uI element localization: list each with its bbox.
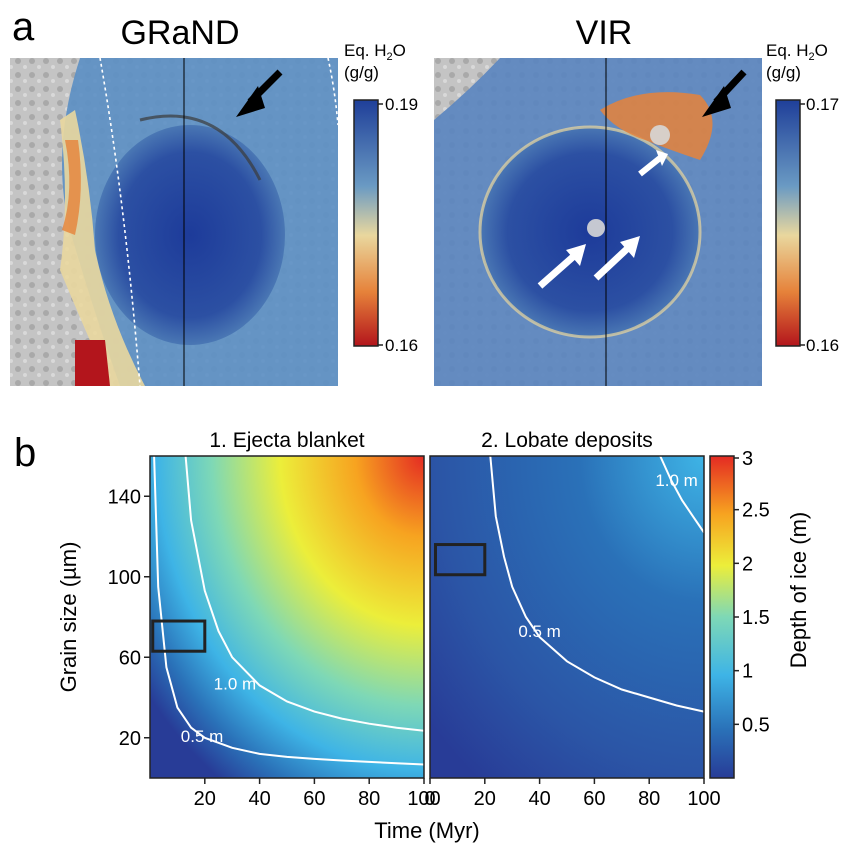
ejecta-blanket-box [151, 619, 207, 653]
vir-colorbar: Eq. H2O (g/g) 0.17 0.16 [766, 41, 839, 355]
white-arrow-icon [537, 244, 586, 289]
ejecta-blanket-contour-0 [153, 455, 425, 766]
ejecta-blanket-y-tick-label: 140 [108, 486, 141, 508]
grand-colorbar-max: 0.19 [385, 95, 418, 114]
grand-colorbar-label: Eq. H2O [344, 41, 406, 63]
lobate-deposits-contour-1 [659, 455, 705, 534]
ejecta-blanket-y-tick-label: 60 [119, 647, 141, 669]
grand-map [10, 57, 339, 387]
grand-colorbar: Eq. H2O (g/g) 0.19 0.16 [344, 41, 418, 355]
black-arrow-icon [236, 69, 283, 117]
ejecta-blanket-x-tick-label: 100 [407, 788, 440, 810]
time-axis-label: Time (Myr) [374, 818, 480, 843]
ejecta-blanket-y-tick-label: 20 [119, 728, 141, 750]
lobate-deposits-x-tick-label: 60 [583, 788, 605, 810]
grand-colorbar-bar [353, 99, 379, 347]
ejecta-blanket-box-group [151, 619, 207, 653]
lobate-deposits-contour-0 [489, 455, 705, 713]
ejecta-blanket-x-tick-label: 80 [358, 788, 380, 810]
ejecta-blanket-plot: 0.5 m 1.0 m 20 40 60 80 100 20 60 100 140 1. Eje… [56, 429, 441, 810]
grand-map-orange-patch [62, 140, 81, 235]
lobate-deposits-x-tick-label: 0 [424, 788, 435, 810]
ejecta-blanket-x-tick-label: 40 [248, 788, 270, 810]
grain-size-axis-label: Grain size (µm) [56, 542, 81, 693]
depth-colorbar-label: Depth of ice (m) [786, 512, 811, 669]
lobate-deposits-frame [429, 455, 705, 779]
lobate-deposits-x-tick-label: 80 [638, 788, 660, 810]
black-arrow-icon [702, 69, 747, 117]
depth-colorbar-bar [709, 455, 735, 779]
ejecta-blanket-x-ticks: 20 40 60 80 100 [194, 778, 441, 810]
depth-colorbar-tick-label: 1 [742, 661, 753, 683]
ejecta-blanket-contour-label: 0.5 m [181, 727, 224, 746]
lobate-deposits-title: 2. Lobate deposits [481, 429, 653, 452]
lobate-deposits-x-tick-label: 20 [474, 788, 496, 810]
vir-title: VIR [576, 14, 633, 52]
ejecta-blanket-frame [149, 455, 425, 779]
depth-colorbar: 0.5 1 1.5 2 2.5 3 Depth of ice (m) [709, 448, 811, 779]
depth-colorbar-tick-label: 1.5 [742, 607, 770, 629]
grand-map-right-dotted [327, 57, 339, 126]
lobate-deposits-box-group [433, 543, 487, 577]
vir-map-crater-rim [478, 125, 702, 339]
lobate-deposits-contour-label: 0.5 m [518, 622, 561, 641]
depth-colorbar-tick-label: 3 [742, 448, 753, 470]
panel-a-label: a [12, 5, 35, 49]
lobate-deposits-x-tick-label: 40 [528, 788, 550, 810]
lobate-deposits-box [433, 543, 487, 577]
grand-map-crater [95, 125, 285, 345]
lobate-deposits-plot: 0.5 m 1.0 m 0 20 40 60 80 100 2. Lobate deposi… [424, 429, 720, 810]
ejecta-blanket-y-tick-label: 100 [108, 567, 141, 589]
ejecta-blanket-title: 1. Ejecta blanket [209, 429, 364, 452]
vir-colorbar-bar [775, 99, 801, 347]
ejecta-blanket-x-tick-label: 20 [194, 788, 216, 810]
grand-colorbar-unit: (g/g) [344, 63, 379, 82]
grand-map-red-patch [75, 340, 110, 386]
grand-map-yellow-band [60, 110, 145, 386]
depth-colorbar-tick-label: 0.5 [742, 714, 770, 736]
ejecta-blanket-y-ticks: 20 60 100 140 [108, 486, 150, 750]
grand-map-crater-rim [139, 114, 262, 181]
depth-colorbar-tick-label: 2 [742, 553, 753, 575]
white-arrow-icon [638, 150, 668, 177]
vir-colorbar-unit: (g/g) [766, 63, 801, 82]
vir-colorbar-max: 0.17 [806, 95, 839, 114]
lobate-deposits-contours: 0.5 m 1.0 m [489, 455, 705, 713]
panel-b-label: b [14, 431, 36, 475]
lobate-deposits-x-ticks: 0 20 40 60 80 100 [424, 778, 721, 810]
grand-title: GRaND [120, 14, 239, 52]
vir-colorbar-label: Eq. H2O [766, 41, 828, 63]
vir-map [434, 58, 762, 386]
vir-colorbar-min: 0.16 [806, 336, 839, 355]
ejecta-blanket-contour-1 [184, 455, 425, 732]
lobate-deposits-heat [430, 456, 704, 778]
ejecta-blanket-x-tick-label: 60 [303, 788, 325, 810]
grand-colorbar-min: 0.16 [385, 336, 418, 355]
lobate-deposits-x-tick-label: 100 [687, 788, 720, 810]
ejecta-blanket-contour-label: 1.0 m [214, 674, 257, 693]
white-arrow-icon [593, 236, 640, 281]
depth-colorbar-ticks: 0.5 1 1.5 2 2.5 3 [734, 448, 770, 736]
grand-map-left-dotted [99, 57, 141, 387]
ejecta-blanket-contours: 0.5 m 1.0 m [153, 455, 425, 766]
lobate-deposits-contour-label: 1.0 m [655, 471, 698, 490]
depth-colorbar-tick-label: 2.5 [742, 500, 770, 522]
